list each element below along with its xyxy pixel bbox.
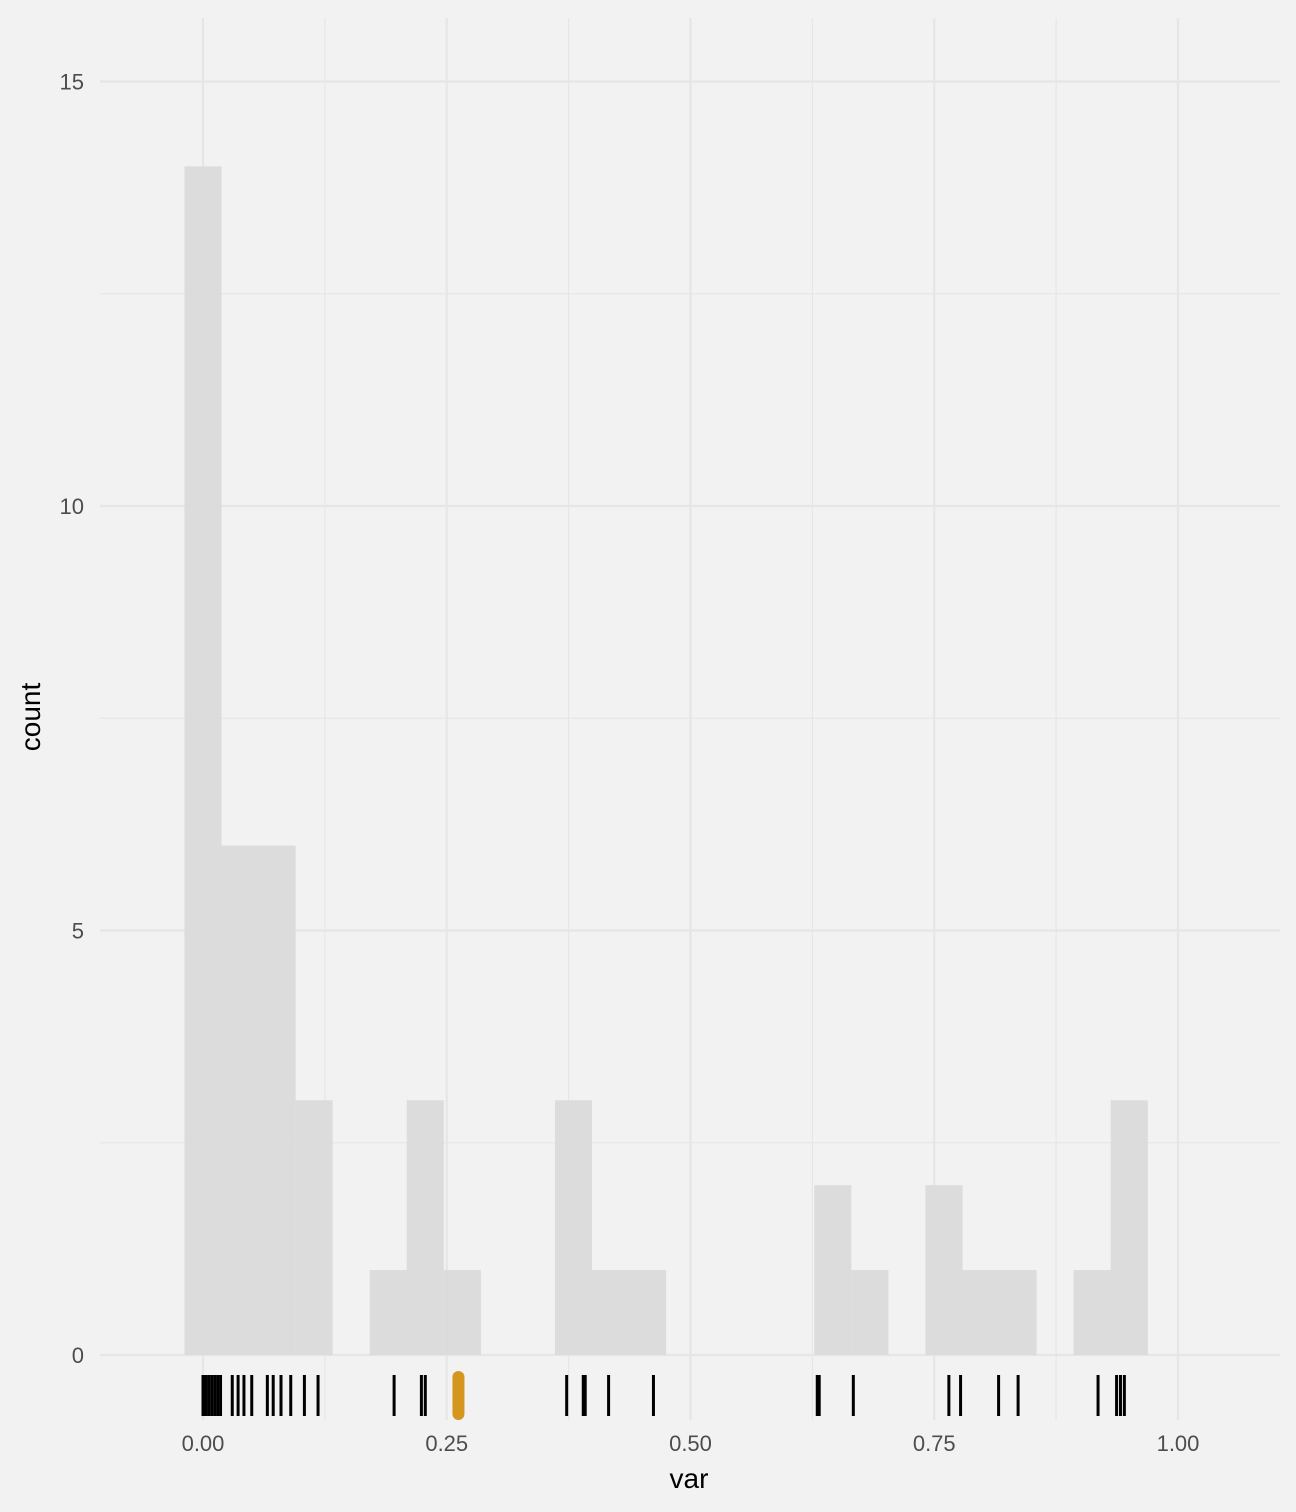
x-tick-label: 0.75 [913, 1431, 956, 1456]
tick-labels: 0.00 0.25 0.50 0.75 1.00 0 5 10 15 [60, 70, 1200, 1457]
histogram-bar [406, 1100, 444, 1355]
x-tick-label: 0.50 [669, 1431, 712, 1456]
histogram-bar [258, 845, 296, 1355]
histogram-bars [184, 166, 1148, 1355]
y-tick-label: 15 [60, 70, 84, 95]
histogram-bar [554, 1100, 593, 1355]
histogram-bar [184, 166, 222, 1355]
histogram-bar [1110, 1100, 1148, 1355]
y-axis-title: count [15, 683, 46, 752]
x-tick-label: 0.25 [425, 1431, 468, 1456]
x-tick-label: 0.00 [182, 1431, 225, 1456]
y-tick-label: 0 [72, 1343, 84, 1368]
histogram-bar [814, 1185, 852, 1355]
histogram-bar [369, 1270, 407, 1355]
histogram-bar [999, 1270, 1037, 1355]
x-tick-label: 1.00 [1157, 1431, 1200, 1456]
rug-marks [201, 1371, 1126, 1420]
histogram-bar [295, 1100, 333, 1355]
histogram-bar [443, 1270, 481, 1355]
histogram-bar [925, 1185, 963, 1355]
histogram-bar [962, 1270, 1000, 1355]
y-tick-label: 10 [60, 494, 84, 519]
x-axis-title: var [670, 1463, 709, 1494]
histogram-bar [629, 1270, 667, 1355]
histogram-bar [221, 845, 259, 1355]
histogram-bar [851, 1270, 889, 1355]
histogram-bar [1073, 1270, 1111, 1355]
histogram-bar [592, 1270, 630, 1355]
y-tick-label: 5 [72, 919, 84, 944]
